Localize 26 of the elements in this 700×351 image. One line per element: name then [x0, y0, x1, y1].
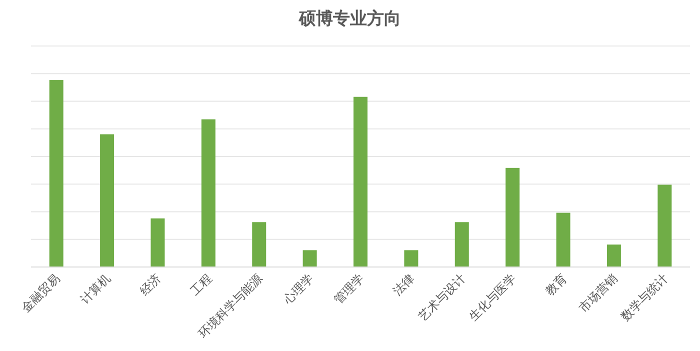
x-tick-label: 艺术与设计 — [416, 271, 468, 324]
bar — [150, 218, 165, 267]
x-tick-label: 经济 — [136, 271, 164, 298]
x-tick-label: 工程 — [188, 271, 215, 298]
bar — [556, 212, 570, 267]
x-tick-label: 管理学 — [331, 271, 367, 307]
bar — [658, 184, 672, 267]
bar — [506, 168, 520, 267]
x-tick-label: 教育 — [542, 271, 570, 298]
x-tick-label: 心理学 — [280, 271, 316, 308]
x-tick-label: 数学与统计 — [618, 271, 671, 324]
bar — [252, 222, 266, 267]
x-tick-label: 计算机 — [78, 271, 114, 307]
x-tick-label: 法律 — [390, 271, 418, 298]
bar — [354, 96, 368, 267]
bar — [404, 250, 418, 267]
x-tick-label: 生化与医学 — [466, 271, 519, 324]
bar — [201, 119, 216, 267]
bar — [606, 244, 621, 267]
bar — [100, 134, 114, 267]
chart-title: 硕博专业方向 — [298, 9, 401, 29]
bar — [302, 250, 317, 267]
bar — [454, 222, 469, 267]
bar — [49, 80, 64, 267]
x-tick-label: 市场营销 — [576, 271, 620, 316]
x-tick-label: 金融贸易 — [18, 271, 62, 316]
